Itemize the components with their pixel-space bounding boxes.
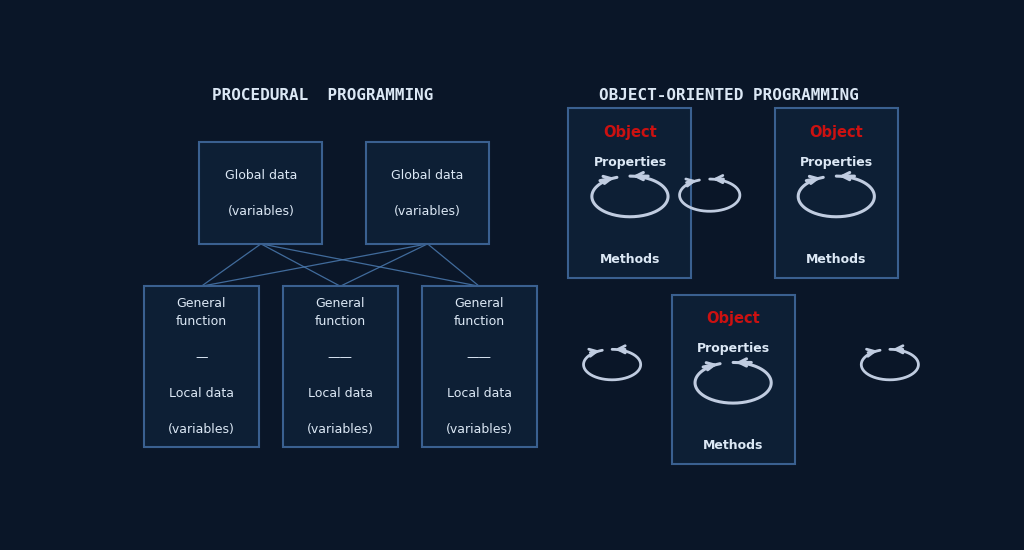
Text: Global data

(variables): Global data (variables) (391, 168, 464, 218)
Text: General
function

——

Local data

(variables): General function —— Local data (variable… (307, 297, 374, 436)
Text: Properties: Properties (696, 343, 770, 355)
FancyBboxPatch shape (143, 286, 259, 447)
Text: General
function

——

Local data

(variables): General function —— Local data (variable… (445, 297, 513, 436)
Text: Object: Object (809, 124, 863, 140)
FancyBboxPatch shape (568, 108, 691, 278)
Text: PROCEDURAL  PROGRAMMING: PROCEDURAL PROGRAMMING (212, 88, 433, 103)
Text: Properties: Properties (593, 156, 667, 169)
FancyBboxPatch shape (283, 286, 397, 447)
Text: Global data

(variables): Global data (variables) (224, 168, 297, 218)
Text: Methods: Methods (702, 439, 763, 452)
Text: Methods: Methods (806, 252, 866, 266)
FancyBboxPatch shape (200, 142, 323, 244)
Text: Object: Object (707, 311, 760, 326)
FancyBboxPatch shape (367, 142, 489, 244)
Text: OBJECT-ORIENTED PROGRAMMING: OBJECT-ORIENTED PROGRAMMING (599, 88, 859, 103)
FancyBboxPatch shape (775, 108, 898, 278)
FancyBboxPatch shape (422, 286, 537, 447)
Text: Methods: Methods (600, 252, 660, 266)
FancyBboxPatch shape (672, 295, 795, 464)
Text: Object: Object (603, 124, 656, 140)
Text: General
function

—

Local data

(variables): General function — Local data (variables… (168, 297, 234, 436)
Text: Properties: Properties (800, 156, 872, 169)
